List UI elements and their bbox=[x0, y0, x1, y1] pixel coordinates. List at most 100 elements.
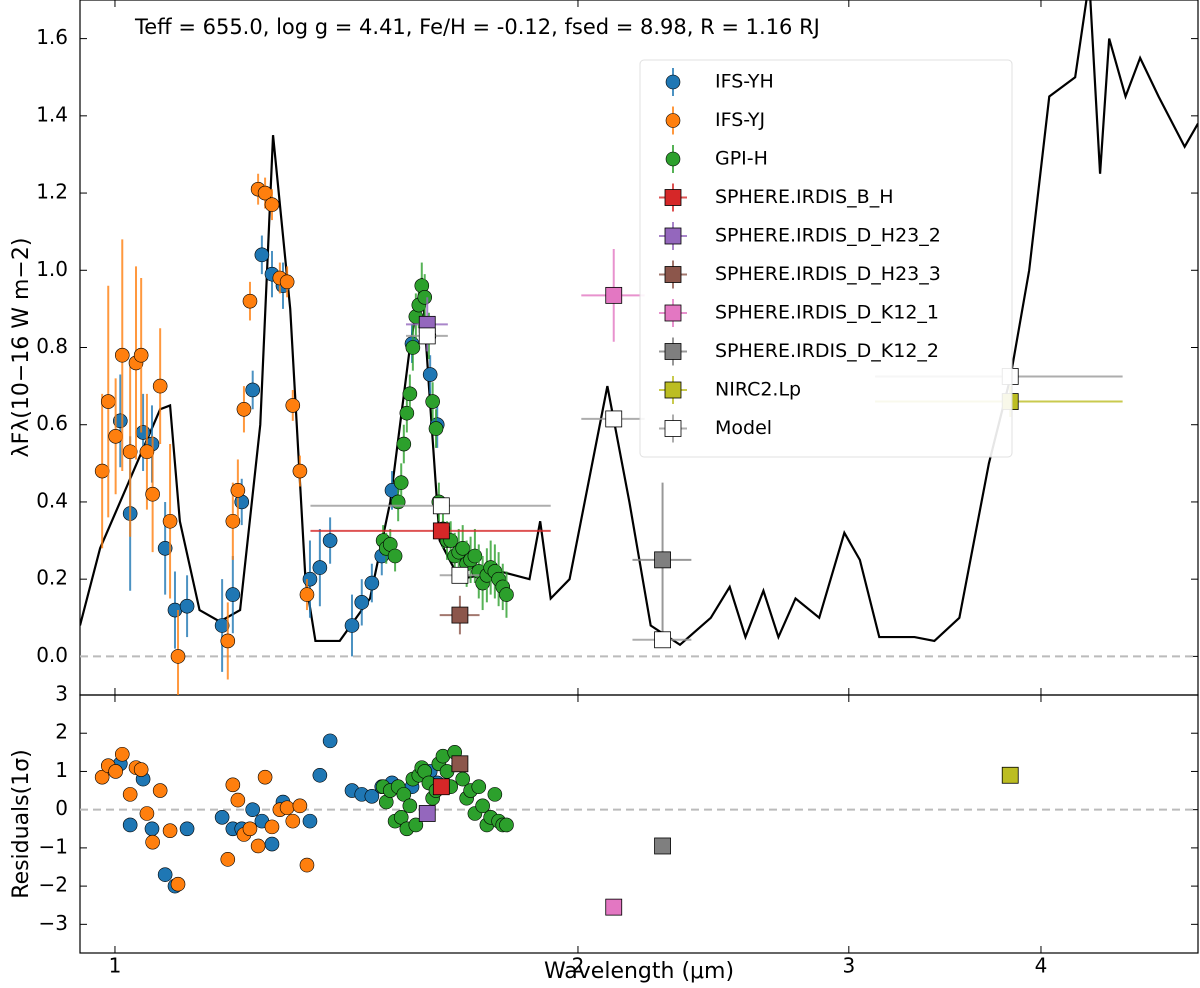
circle-marker bbox=[145, 834, 160, 850]
x-axis-label: Wavelength (μm) bbox=[544, 959, 734, 984]
legend-marker bbox=[665, 113, 681, 128]
legend-label: IFS-YJ bbox=[715, 109, 765, 131]
circle-marker bbox=[157, 540, 173, 556]
circle-marker bbox=[245, 802, 261, 817]
circle-marker bbox=[302, 571, 318, 587]
y-tick-label: 1 bbox=[55, 758, 68, 782]
legend-label: Model bbox=[715, 417, 772, 439]
circle-marker bbox=[257, 769, 273, 785]
circle-marker bbox=[112, 413, 128, 429]
circle-marker bbox=[179, 598, 195, 614]
circle-marker bbox=[354, 595, 370, 610]
circle-marker bbox=[499, 587, 514, 602]
circle-marker bbox=[139, 806, 155, 821]
circle-marker bbox=[487, 787, 503, 802]
circle-marker bbox=[122, 787, 138, 802]
square-marker bbox=[451, 755, 469, 773]
legend-marker bbox=[664, 304, 682, 322]
y-axis-label: Residuals(1σ) bbox=[9, 749, 34, 898]
circle-marker bbox=[396, 787, 412, 802]
circle-marker bbox=[152, 378, 168, 394]
circle-marker bbox=[152, 783, 168, 798]
square-marker bbox=[418, 805, 436, 822]
annotation: Teff = 655.0, log g = 4.41, Fe/H = -0.12… bbox=[134, 15, 820, 39]
plot-area bbox=[94, 733, 1019, 916]
circle-marker bbox=[245, 382, 261, 398]
legend-marker bbox=[664, 189, 682, 206]
circle-marker bbox=[279, 800, 295, 816]
circle-marker bbox=[402, 386, 418, 402]
circle-marker bbox=[100, 394, 116, 409]
circle-marker bbox=[322, 733, 338, 749]
legend-label: SPHERE.IRDIS_D_H23_3 bbox=[715, 263, 941, 285]
circle-marker bbox=[242, 293, 258, 309]
circle-marker bbox=[292, 798, 308, 814]
circle-marker bbox=[139, 444, 155, 460]
circle-marker bbox=[299, 587, 315, 602]
circle-marker bbox=[170, 649, 186, 664]
circle-marker bbox=[344, 618, 360, 633]
square-marker bbox=[432, 778, 450, 796]
circle-marker bbox=[387, 548, 403, 564]
circle-marker bbox=[393, 475, 409, 490]
legend-label: SPHERE.IRDIS_D_H23_2 bbox=[715, 225, 941, 247]
square-marker bbox=[432, 522, 450, 540]
square-marker bbox=[432, 497, 450, 515]
circle-marker bbox=[220, 852, 236, 867]
y-tick-label: 1.6 bbox=[36, 25, 68, 49]
circle-marker bbox=[475, 798, 490, 814]
y-tick-label: −2 bbox=[39, 873, 68, 897]
circle-marker bbox=[364, 575, 380, 591]
square-marker bbox=[654, 837, 671, 855]
y-tick-label: 1.0 bbox=[36, 257, 68, 281]
circle-marker bbox=[114, 746, 130, 762]
x-tick-label: 4 bbox=[1035, 954, 1048, 978]
y-tick-label: 3 bbox=[55, 682, 68, 706]
y-tick-label: 0.2 bbox=[36, 566, 68, 590]
circle-marker bbox=[170, 876, 186, 892]
y-tick-label: 2 bbox=[55, 720, 68, 744]
circle-marker bbox=[285, 813, 301, 829]
circle-marker bbox=[279, 274, 295, 290]
circle-marker bbox=[405, 340, 421, 355]
circle-marker bbox=[225, 513, 241, 529]
circle-marker bbox=[254, 247, 270, 263]
legend-marker bbox=[665, 74, 681, 90]
y-axis-label: λFλ(10−16 W m−2) bbox=[9, 238, 34, 458]
square-marker bbox=[451, 566, 469, 584]
circle-marker bbox=[312, 560, 328, 575]
legend-label: NIRC2.Lp bbox=[715, 379, 801, 401]
legend-marker bbox=[664, 420, 682, 437]
circle-marker bbox=[425, 394, 440, 409]
plot-area bbox=[80, 0, 1198, 695]
square-marker bbox=[605, 898, 623, 916]
circle-marker bbox=[220, 633, 236, 649]
legend-label: GPI-H bbox=[715, 148, 768, 170]
legend-label: SPHERE.IRDIS_B_H bbox=[715, 186, 893, 208]
circle-marker bbox=[133, 762, 149, 777]
model-spectrum bbox=[80, 0, 1198, 647]
circle-marker bbox=[230, 792, 246, 808]
circle-marker bbox=[364, 788, 380, 804]
square-marker bbox=[654, 631, 671, 649]
circle-marker bbox=[471, 779, 487, 795]
y-tick-label: 0.4 bbox=[36, 488, 68, 512]
circle-marker bbox=[133, 347, 149, 363]
circle-marker bbox=[236, 401, 252, 417]
y-tick-label: 0.6 bbox=[36, 411, 68, 435]
circle-marker bbox=[312, 767, 328, 783]
circle-marker bbox=[122, 817, 138, 833]
legend-marker bbox=[664, 343, 682, 360]
circle-marker bbox=[214, 618, 230, 633]
circle-marker bbox=[225, 587, 241, 602]
circle-marker bbox=[422, 367, 438, 382]
circle-marker bbox=[157, 867, 173, 882]
circle-marker bbox=[390, 494, 406, 510]
circle-marker bbox=[242, 821, 258, 837]
circle-marker bbox=[264, 819, 280, 835]
square-marker bbox=[451, 606, 469, 624]
circle-marker bbox=[214, 810, 230, 825]
circle-marker bbox=[144, 821, 160, 837]
y-tick-label: 0.0 bbox=[36, 643, 68, 667]
y-tick-label: 1.2 bbox=[36, 180, 68, 204]
